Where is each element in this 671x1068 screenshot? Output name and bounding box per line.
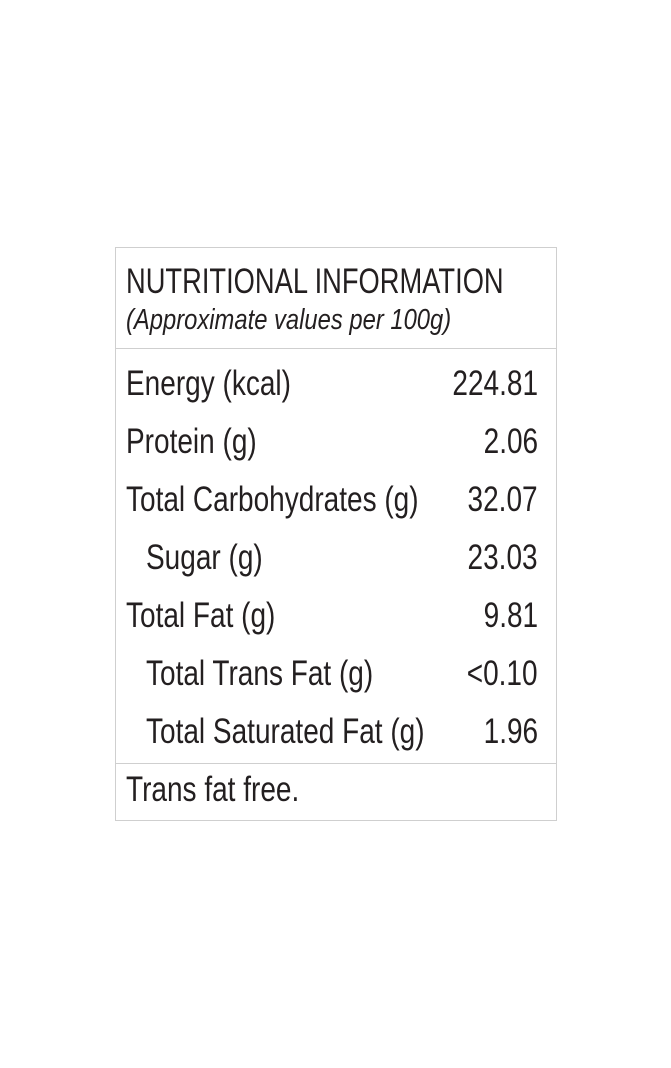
rows: Energy (kcal) 224.81 Protein (g) 2.06 Total … bbox=[116, 349, 556, 764]
row: Total Carbohydrates (g) 32.07 bbox=[116, 470, 556, 528]
row-value: 32.07 bbox=[467, 480, 538, 519]
row-value: 23.03 bbox=[467, 538, 538, 577]
row-label: Total Trans Fat (g) bbox=[146, 654, 374, 693]
row-value: 224.81 bbox=[452, 364, 538, 403]
sub-row: Sugar (g) 23.03 bbox=[116, 528, 556, 586]
row-label: Total Fat (g) bbox=[126, 596, 276, 635]
footer-text: Trans fat free. bbox=[126, 770, 300, 809]
row-label: Protein (g) bbox=[126, 422, 257, 461]
footer: Trans fat free. bbox=[116, 764, 556, 820]
row: Energy (kcal) 224.81 bbox=[116, 354, 556, 412]
row: Protein (g) 2.06 bbox=[116, 412, 556, 470]
row-value: 1.96 bbox=[483, 712, 539, 751]
row-label: Energy (kcal) bbox=[126, 364, 291, 403]
sub-row: Total Saturated Fat (g) 1.96 bbox=[116, 702, 556, 760]
row: Total Fat (g) 9.81 bbox=[116, 586, 556, 644]
row-value: <0.10 bbox=[467, 654, 538, 693]
row-label: Total Saturated Fat (g) bbox=[146, 712, 425, 751]
row-value: 9.81 bbox=[483, 596, 539, 635]
sub-row: Total Trans Fat (g) <0.10 bbox=[116, 644, 556, 702]
title: NUTRITIONAL INFORMATION bbox=[126, 262, 504, 301]
row-value: 2.06 bbox=[483, 422, 539, 461]
subtitle: (Approximate values per 100g) bbox=[126, 304, 452, 336]
row-label: Sugar (g) bbox=[146, 538, 263, 577]
header: NUTRITIONAL INFORMATION (Approximate val… bbox=[116, 248, 556, 349]
row-label: Total Carbohydrates (g) bbox=[126, 480, 419, 519]
nutrition-panel: NUTRITIONAL INFORMATION (Approximate val… bbox=[115, 247, 557, 821]
